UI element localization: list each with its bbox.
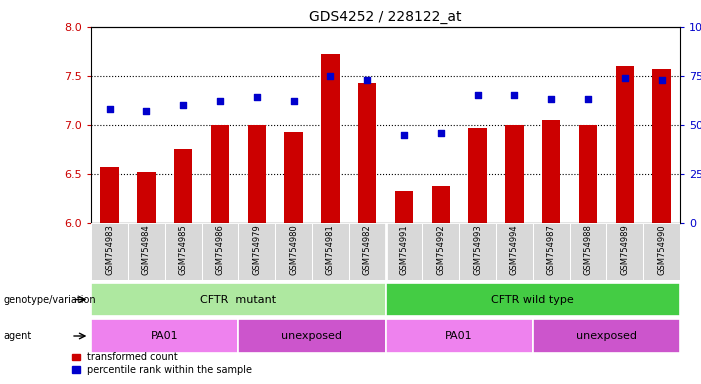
- Point: [619, 75, 630, 81]
- Text: GSM754989: GSM754989: [620, 224, 629, 275]
- Text: GSM754983: GSM754983: [105, 224, 114, 275]
- Bar: [211, 125, 229, 223]
- Point: [104, 106, 115, 112]
- Text: GSM754992: GSM754992: [436, 224, 445, 275]
- Bar: [349, 223, 386, 280]
- Text: CFTR  mutant: CFTR mutant: [200, 295, 276, 305]
- Bar: [386, 283, 680, 316]
- Text: GSM754988: GSM754988: [583, 224, 592, 275]
- Text: GSM754979: GSM754979: [252, 224, 261, 275]
- Bar: [91, 283, 386, 316]
- Point: [177, 102, 189, 108]
- Text: GSM754981: GSM754981: [326, 224, 335, 275]
- Point: [472, 92, 483, 98]
- Point: [141, 108, 152, 114]
- Bar: [459, 223, 496, 280]
- Bar: [238, 319, 386, 353]
- Text: GSM754982: GSM754982: [362, 224, 372, 275]
- Point: [362, 77, 373, 83]
- Legend: transformed count, percentile rank within the sample: transformed count, percentile rank withi…: [68, 348, 257, 379]
- Point: [545, 96, 557, 103]
- Point: [435, 129, 447, 136]
- Bar: [247, 125, 266, 223]
- Point: [251, 94, 262, 101]
- Bar: [569, 223, 606, 280]
- Bar: [128, 223, 165, 280]
- Bar: [321, 54, 339, 223]
- Bar: [533, 223, 570, 280]
- Text: GSM754990: GSM754990: [657, 224, 666, 275]
- Bar: [505, 125, 524, 223]
- Bar: [542, 120, 560, 223]
- Bar: [395, 191, 413, 223]
- Bar: [533, 319, 680, 353]
- Text: PA01: PA01: [151, 331, 179, 341]
- Point: [398, 131, 409, 138]
- Bar: [615, 66, 634, 223]
- Bar: [644, 223, 680, 280]
- Bar: [312, 223, 349, 280]
- Bar: [358, 83, 376, 223]
- Bar: [238, 223, 275, 280]
- Point: [656, 77, 667, 83]
- Bar: [579, 125, 597, 223]
- Text: GSM754993: GSM754993: [473, 224, 482, 275]
- Point: [325, 73, 336, 79]
- Bar: [285, 132, 303, 223]
- Point: [509, 92, 520, 98]
- Bar: [653, 69, 671, 223]
- Text: PA01: PA01: [445, 331, 473, 341]
- Text: unexposed: unexposed: [576, 331, 637, 341]
- Text: GSM754984: GSM754984: [142, 224, 151, 275]
- Text: agent: agent: [4, 331, 32, 341]
- Bar: [174, 149, 192, 223]
- Text: CFTR wild type: CFTR wild type: [491, 295, 574, 305]
- Bar: [275, 223, 312, 280]
- Text: GSM754991: GSM754991: [400, 224, 409, 275]
- Bar: [468, 128, 486, 223]
- Bar: [100, 167, 118, 223]
- Bar: [496, 223, 533, 280]
- Text: GSM754986: GSM754986: [215, 224, 224, 275]
- Text: genotype/variation: genotype/variation: [4, 295, 96, 305]
- Text: GSM754987: GSM754987: [547, 224, 556, 275]
- Bar: [91, 319, 238, 353]
- Text: GSM754994: GSM754994: [510, 224, 519, 275]
- Bar: [386, 319, 533, 353]
- Bar: [386, 223, 422, 280]
- Point: [215, 98, 226, 104]
- Text: GSM754985: GSM754985: [179, 224, 188, 275]
- Text: GSM754980: GSM754980: [289, 224, 298, 275]
- Title: GDS4252 / 228122_at: GDS4252 / 228122_at: [309, 10, 462, 25]
- Point: [583, 96, 594, 103]
- Point: [288, 98, 299, 104]
- Bar: [91, 223, 128, 280]
- Bar: [422, 223, 459, 280]
- Bar: [202, 223, 238, 280]
- Bar: [432, 187, 450, 223]
- Text: unexposed: unexposed: [281, 331, 343, 341]
- Bar: [165, 223, 202, 280]
- Bar: [606, 223, 644, 280]
- Bar: [137, 172, 156, 223]
